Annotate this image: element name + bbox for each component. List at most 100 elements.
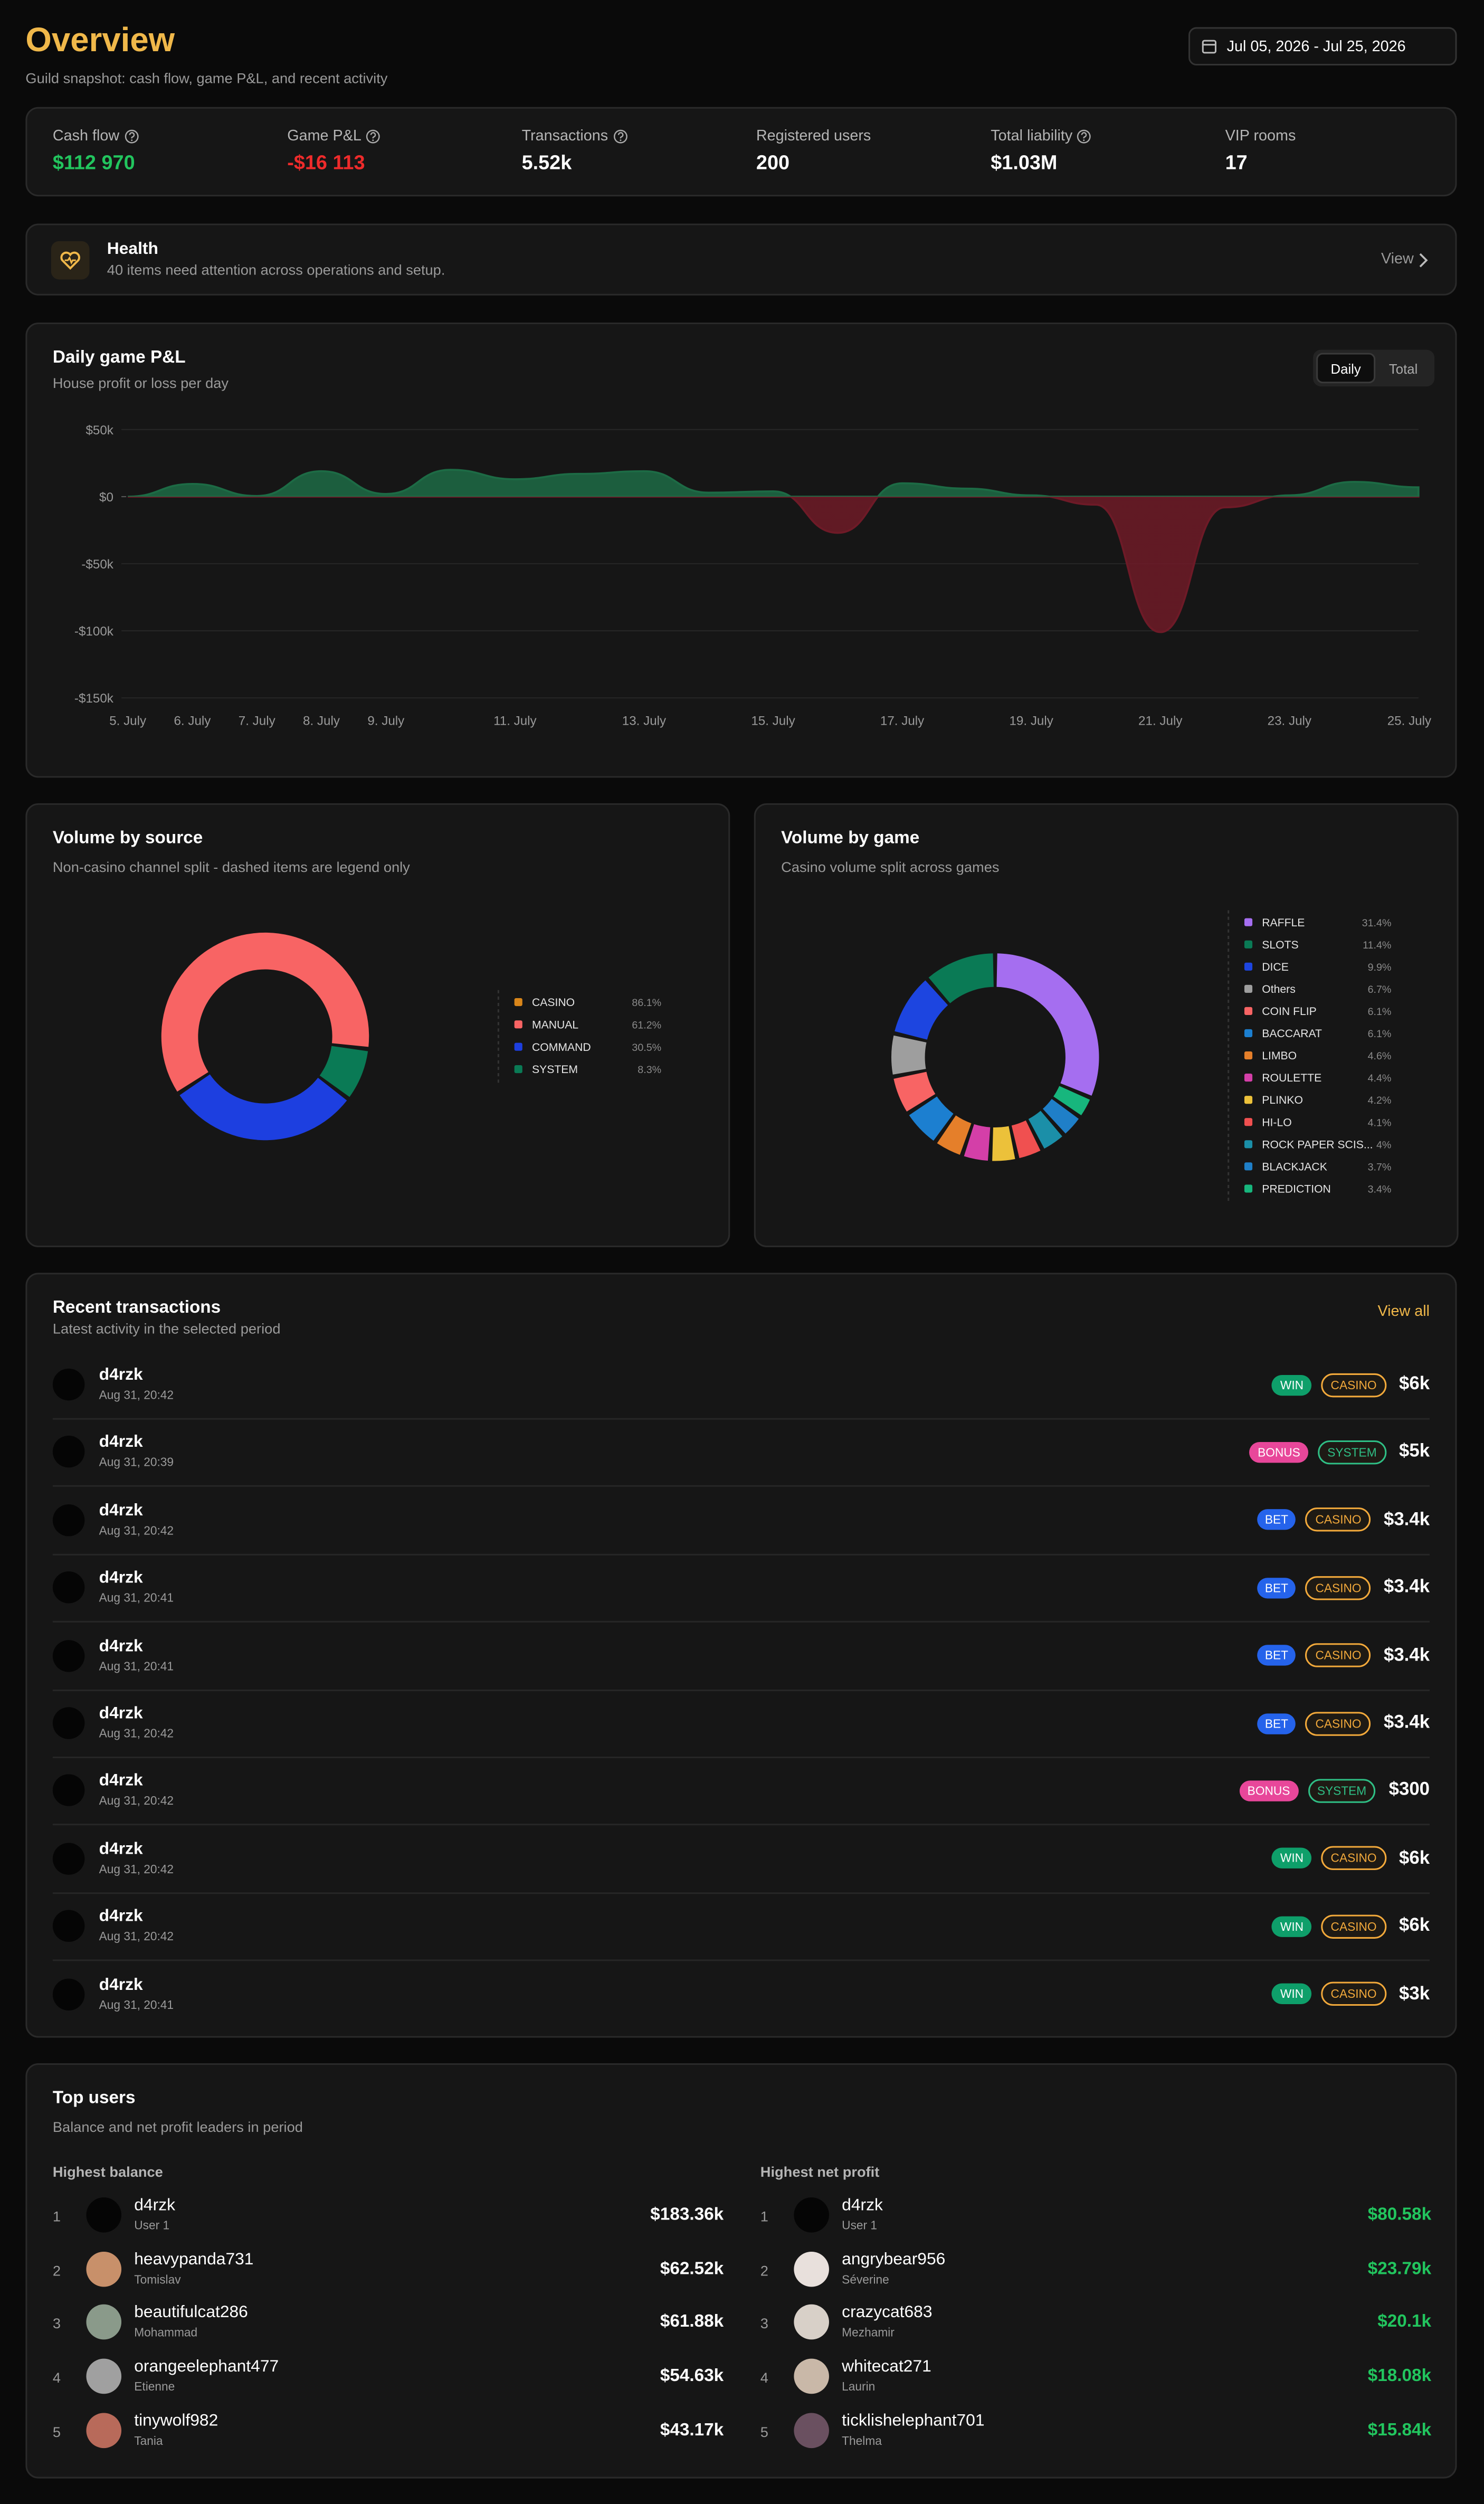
user-amount: $15.84k <box>1367 2421 1432 2440</box>
stat-label-row: Game P&L <box>287 128 380 145</box>
top-users-title: Top users <box>52 2089 136 2108</box>
toggle-option[interactable]: Total <box>1388 360 1418 376</box>
rank: 4 <box>52 2370 61 2386</box>
pnl-title: Daily game P&L <box>52 348 186 367</box>
source-subtitle: Non-casino channel split - dashed items … <box>52 859 410 875</box>
transaction-row: d4rzk Aug 31, 20:42 WIN CASINO $6k <box>52 1351 1430 1420</box>
stat-label: VIP rooms <box>1225 128 1296 146</box>
stat-value: $1.03M <box>991 151 1058 174</box>
source-tag: CASINO <box>1321 1372 1386 1397</box>
transaction-row: d4rzk Aug 31, 20:42 BONUS SYSTEM $300 <box>52 1757 1430 1826</box>
user-name: beautifulcat286 <box>134 2303 248 2323</box>
user-sub: Etienne <box>134 2379 175 2394</box>
user-sub: Séverine <box>842 2272 889 2287</box>
health-view[interactable]: View <box>1381 251 1414 269</box>
stat: Cash flow $112 970 <box>53 128 139 174</box>
user-name: ticklishelephant701 <box>842 2411 985 2431</box>
transaction-row: d4rzk Aug 31, 20:42 BET CASINO $3.4k <box>52 1486 1430 1555</box>
user-name: tinywolf982 <box>134 2411 218 2431</box>
health-title: Health <box>107 239 158 259</box>
transaction-meta: BET CASINO $3.4k <box>1257 1690 1430 1757</box>
stat-label-row: Total liability <box>991 128 1091 145</box>
transaction-row: d4rzk Aug 31, 20:41 BET CASINO $3.4k <box>52 1622 1430 1691</box>
user-sub: Tania <box>134 2433 163 2448</box>
user-amount: $23.79k <box>1367 2259 1432 2279</box>
stat-value: $112 970 <box>52 151 135 174</box>
avatar <box>794 2412 829 2448</box>
amount: $3.4k <box>1383 1646 1430 1665</box>
user-name: d4rzk <box>99 1704 143 1723</box>
type-tag: BET <box>1257 1712 1297 1734</box>
user-sub: Mohammad <box>134 2326 198 2340</box>
user-name: d4rzk <box>99 1907 143 1927</box>
transaction-row: d4rzk Aug 31, 20:42 WIN CASINO $6k <box>52 1893 1430 1961</box>
user-sub: User 1 <box>842 2218 878 2233</box>
stat-label-row: Registered users <box>756 128 871 145</box>
avatar <box>86 2358 122 2394</box>
user-name: d4rzk <box>99 1839 143 1859</box>
amount: $3.4k <box>1383 1578 1430 1598</box>
rank: 2 <box>52 2262 61 2279</box>
user-amount: $20.1k <box>1377 2313 1432 2332</box>
stat-label-row: Cash flow <box>53 128 139 145</box>
user-name: d4rzk <box>99 1636 143 1656</box>
top-users-card: Top users Balance and net profit leaders… <box>25 2063 1457 2479</box>
column-title: Highest balance <box>52 2164 163 2180</box>
avatar <box>52 1978 85 2010</box>
transaction-time: Aug 31, 20:42 <box>99 1794 174 1809</box>
source-tag: CASINO <box>1321 1981 1386 2006</box>
transaction-time: Aug 31, 20:42 <box>99 1523 174 1538</box>
user-name: d4rzk <box>99 1975 143 1994</box>
type-tag: WIN <box>1272 1374 1312 1395</box>
pnl-toggle: Daily Total <box>1313 349 1435 387</box>
rank: 4 <box>760 2370 768 2386</box>
user-amount: $80.58k <box>1367 2205 1432 2225</box>
rank: 5 <box>52 2424 61 2440</box>
transaction-meta: BONUS SYSTEM $5k <box>1249 1419 1430 1486</box>
user-name: heavypanda731 <box>134 2249 254 2269</box>
user-sub: Thelma <box>842 2433 882 2448</box>
source-tag: CASINO <box>1321 1846 1386 1871</box>
transactions-title: Recent transactions <box>52 1298 221 1318</box>
transaction-meta: BET CASINO $3.4k <box>1257 1486 1430 1553</box>
transaction-meta: WIN CASINO $3k <box>1272 1960 1430 2027</box>
date-picker[interactable]: Jul 05, 2026 - Jul 25, 2026 <box>1188 27 1457 66</box>
toggle-option[interactable]: Daily <box>1316 353 1376 384</box>
amount: $6k <box>1399 1374 1430 1395</box>
user-name: d4rzk <box>99 1501 143 1520</box>
stats-card: Cash flow $112 970 Game P&L -$16 113 Transac… <box>25 107 1457 197</box>
calendar-icon <box>1202 40 1216 54</box>
user-sub: Mezhamir <box>842 2326 895 2340</box>
view-all[interactable]: View all <box>1377 1303 1430 1321</box>
help-icon[interactable] <box>613 129 627 144</box>
user-name: d4rzk <box>134 2196 176 2215</box>
transaction-time: Aug 31, 20:41 <box>99 1658 174 1673</box>
avatar <box>86 2197 122 2233</box>
type-tag: WIN <box>1272 1915 1312 1937</box>
avatar <box>52 1707 85 1739</box>
stat: VIP rooms 17 <box>1225 128 1296 174</box>
health-icon <box>51 241 90 280</box>
avatar <box>86 2304 122 2340</box>
type-tag: BONUS <box>1239 1780 1298 1801</box>
avatar <box>86 2251 122 2287</box>
avatar <box>52 1639 85 1672</box>
help-icon[interactable] <box>1077 129 1091 144</box>
source-tag: SYSTEM <box>1318 1440 1386 1465</box>
help-icon[interactable] <box>366 129 380 144</box>
source-tag: CASINO <box>1306 1643 1371 1667</box>
stat-label: Game P&L <box>287 128 362 146</box>
help-icon[interactable] <box>124 129 138 144</box>
source-tag: CASINO <box>1321 1914 1386 1939</box>
top-users-subtitle: Balance and net profit leaders in period <box>52 2119 303 2136</box>
stat-label-row: VIP rooms <box>1225 128 1296 145</box>
avatar <box>52 1436 85 1468</box>
stat-label: Registered users <box>756 128 871 146</box>
user-name: crazycat683 <box>842 2303 933 2323</box>
transaction-time: Aug 31, 20:42 <box>99 1388 174 1402</box>
type-tag: BET <box>1257 1509 1297 1531</box>
user-sub: Tomislav <box>134 2272 181 2287</box>
source-tag: CASINO <box>1306 1576 1371 1600</box>
user-name: d4rzk <box>99 1568 143 1588</box>
